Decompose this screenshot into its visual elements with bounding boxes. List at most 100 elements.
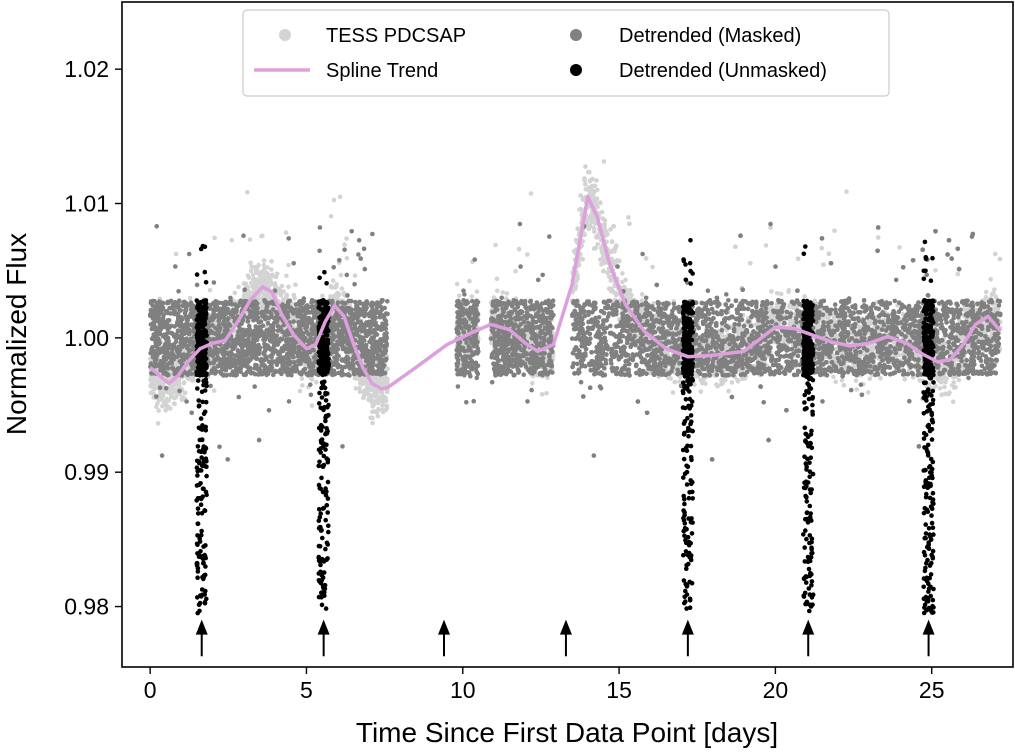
pdcsap-point <box>229 237 235 243</box>
pdcsap-point <box>212 235 217 241</box>
pdcsap-point <box>241 281 247 286</box>
pdcsap-point <box>539 392 545 397</box>
pdcsap-point <box>263 279 269 285</box>
pdcsap-point <box>726 388 731 394</box>
pdcsap-point <box>261 262 267 268</box>
pdcsap-point <box>246 289 252 295</box>
pdcsap-point <box>187 295 193 301</box>
pdcsap-point <box>173 251 179 257</box>
pdcsap-point <box>530 380 535 386</box>
pdcsap-point <box>259 233 264 239</box>
pdcsap-point <box>375 413 381 419</box>
pdcsap-point <box>984 289 989 295</box>
pdcsap-point <box>513 269 518 274</box>
pdcsap-point <box>467 278 472 284</box>
pdcsap-point <box>148 377 153 383</box>
pdcsap-point <box>331 197 337 203</box>
pdcsap-point <box>367 387 372 393</box>
pdcsap-point <box>173 389 178 395</box>
pdcsap-point <box>270 272 275 278</box>
pdcsap-point <box>314 379 319 385</box>
pdcsap-point <box>650 264 655 270</box>
pdcsap-point <box>172 401 177 407</box>
pdcsap-point <box>516 246 522 252</box>
pdcsap-point <box>241 294 247 299</box>
pdcsap-point <box>495 288 500 294</box>
pdcsap-point <box>380 379 386 385</box>
pdcsap-point <box>833 379 838 385</box>
pdcsap-point <box>361 393 367 398</box>
pdcsap-point <box>273 283 278 288</box>
pdcsap-point <box>867 376 873 382</box>
pdcsap-point <box>379 399 385 404</box>
pdcsap-point <box>357 389 363 395</box>
pdcsap-point <box>261 258 267 263</box>
pdcsap-point <box>330 278 336 283</box>
pdcsap-point <box>269 259 274 264</box>
pdcsap-point <box>474 289 480 294</box>
pdcsap-point <box>293 282 298 288</box>
pdcsap-point <box>328 213 334 219</box>
pdcsap-point <box>153 385 159 391</box>
pdcsap-point <box>375 397 380 403</box>
pdcsap-point <box>594 178 599 183</box>
pdcsap-point <box>330 295 335 301</box>
pdcsap-point <box>183 390 188 396</box>
pdcsap-point <box>248 260 253 266</box>
pdcsap-point <box>469 294 475 299</box>
pdcsap-point <box>897 245 902 250</box>
pdcsap-point <box>148 390 154 396</box>
pdcsap-point <box>309 403 315 408</box>
pdcsap-point <box>232 290 238 296</box>
pdcsap-point <box>247 237 253 242</box>
pdcsap-point <box>181 381 187 386</box>
pdcsap-point <box>383 398 389 404</box>
pdcsap-point <box>269 267 274 272</box>
pdcsap-point <box>544 390 549 396</box>
pdcsap-point <box>344 255 350 261</box>
pdcsap-point <box>259 300 264 306</box>
pdcsap-point <box>595 242 600 247</box>
pdcsap-point <box>598 200 603 206</box>
pdcsap-point <box>942 384 947 390</box>
pdcsap-point <box>248 268 254 274</box>
pdcsap-point <box>363 388 368 393</box>
pdcsap-point <box>956 377 962 383</box>
pdcsap-point <box>933 268 938 273</box>
pdcsap-point <box>456 293 462 299</box>
pdcsap-point <box>353 386 359 391</box>
pdcsap-point <box>591 225 597 231</box>
pdcsap-point <box>377 376 383 381</box>
pdcsap-point <box>992 251 998 257</box>
pdcsap-point <box>155 421 161 426</box>
pdcsap-point <box>284 273 289 279</box>
pdcsap-point <box>370 409 375 415</box>
pdcsap-point <box>283 230 289 235</box>
pdcsap-point <box>370 420 375 426</box>
pdcsap-point <box>168 392 174 398</box>
pdcsap-point <box>299 376 305 381</box>
pdcsap-point <box>504 291 510 296</box>
pdcsap-point <box>179 396 185 401</box>
pdcsap-point <box>172 395 177 401</box>
pdcsap-point <box>245 190 250 195</box>
pdcsap-point <box>297 388 303 394</box>
pdcsap-point <box>774 291 780 296</box>
pdcsap-point <box>599 210 605 215</box>
pdcsap-point <box>252 264 257 270</box>
pdcsap-point <box>902 377 908 382</box>
pdcsap-point <box>332 285 338 290</box>
pdcsap-point <box>525 252 530 257</box>
pdcsap-point <box>342 242 347 247</box>
pdcsap-point <box>839 378 845 383</box>
pdcsap-point <box>168 406 173 411</box>
pdcsap-point <box>263 272 269 278</box>
pdcsap-point <box>500 290 506 295</box>
pdcsap-point <box>250 272 256 278</box>
pdcsap-point <box>370 400 375 406</box>
pdcsap-point <box>207 287 213 293</box>
pdcsap-point <box>878 376 883 381</box>
pdcsap-point <box>854 387 859 392</box>
pdcsap-point <box>236 284 241 290</box>
pdcsap-point <box>993 294 999 300</box>
